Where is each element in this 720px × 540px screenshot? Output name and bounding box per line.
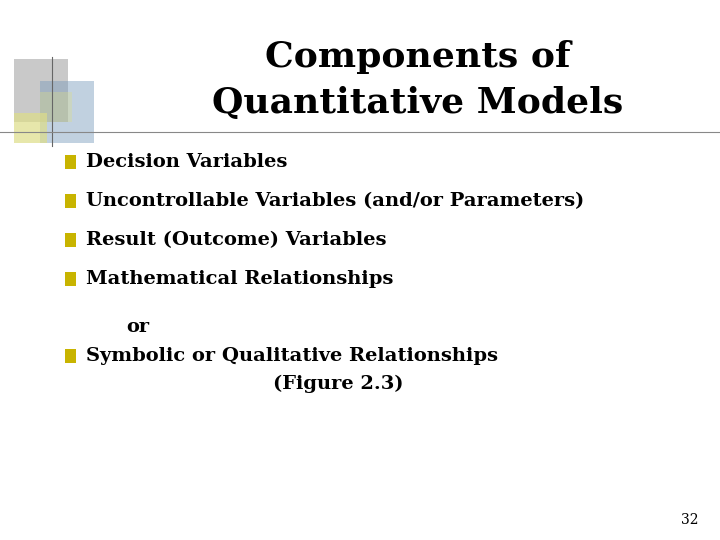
Bar bbox=[65, 194, 76, 208]
Bar bbox=[65, 155, 76, 169]
Text: or: or bbox=[126, 318, 149, 336]
Bar bbox=[65, 272, 76, 286]
Bar bbox=[65, 349, 76, 363]
Bar bbox=[40, 81, 94, 143]
Text: (Figure 2.3): (Figure 2.3) bbox=[273, 375, 404, 393]
Text: Result (Outcome) Variables: Result (Outcome) Variables bbox=[86, 231, 387, 249]
Text: Mathematical Relationships: Mathematical Relationships bbox=[86, 269, 394, 288]
Text: Decision Variables: Decision Variables bbox=[86, 153, 288, 171]
Bar bbox=[40, 92, 72, 122]
Text: Symbolic or Qualitative Relationships: Symbolic or Qualitative Relationships bbox=[86, 347, 498, 366]
Text: Uncontrollable Variables (and/or Parameters): Uncontrollable Variables (and/or Paramet… bbox=[86, 192, 585, 210]
Bar bbox=[65, 233, 76, 247]
Text: 32: 32 bbox=[681, 512, 698, 526]
Bar bbox=[14, 113, 47, 143]
Bar bbox=[14, 59, 68, 122]
Text: Components of: Components of bbox=[265, 40, 570, 73]
Text: Quantitative Models: Quantitative Models bbox=[212, 86, 624, 119]
